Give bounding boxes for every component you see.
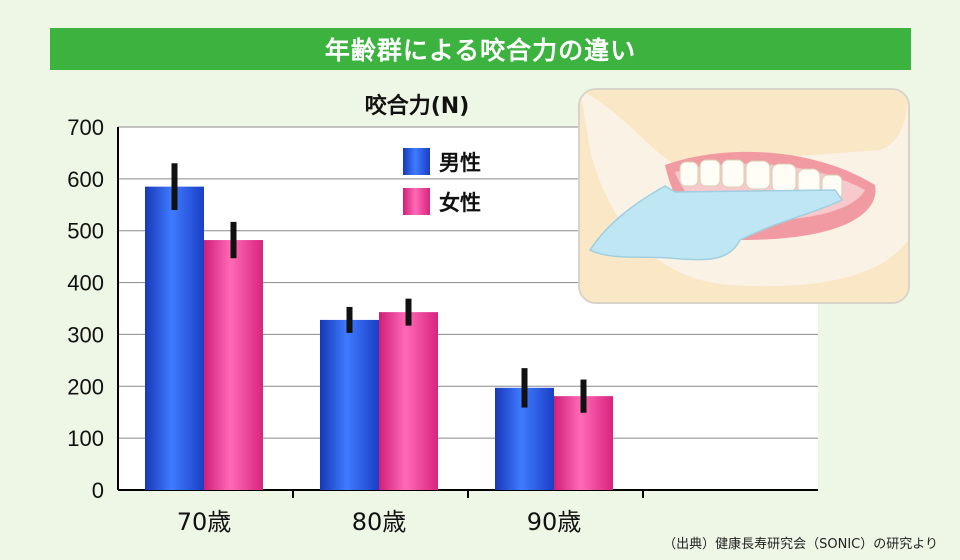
x-tick-label: 80歳 bbox=[352, 508, 407, 536]
legend-label: 女性 bbox=[439, 191, 481, 215]
x-tick-label: 70歳 bbox=[177, 508, 232, 536]
y-tick-label: 500 bbox=[67, 219, 104, 244]
y-tick-label: 700 bbox=[67, 115, 104, 140]
bar-female bbox=[204, 240, 263, 490]
bar-male bbox=[145, 186, 204, 490]
y-axis-label: 咬合力(N) bbox=[365, 93, 470, 119]
bar-female bbox=[379, 312, 438, 490]
y-tick-label: 200 bbox=[67, 374, 104, 399]
y-tick-label: 0 bbox=[92, 478, 104, 503]
y-tick-label: 300 bbox=[67, 322, 104, 347]
chart-title: 年齢群による咬合力の違い bbox=[50, 28, 911, 70]
source-note: （出典）健康長寿研究会（SONIC）の研究より bbox=[663, 537, 938, 552]
y-tick-label: 400 bbox=[67, 271, 104, 296]
legend-swatch-female bbox=[403, 188, 430, 215]
denture-mouth-illustration bbox=[578, 88, 910, 304]
x-tick-label: 90歳 bbox=[527, 508, 582, 536]
legend-label: 男性 bbox=[439, 151, 481, 175]
bar-male bbox=[320, 319, 379, 490]
y-tick-label: 600 bbox=[67, 167, 104, 192]
legend-swatch-male bbox=[403, 148, 430, 175]
y-tick-label: 100 bbox=[67, 426, 104, 451]
